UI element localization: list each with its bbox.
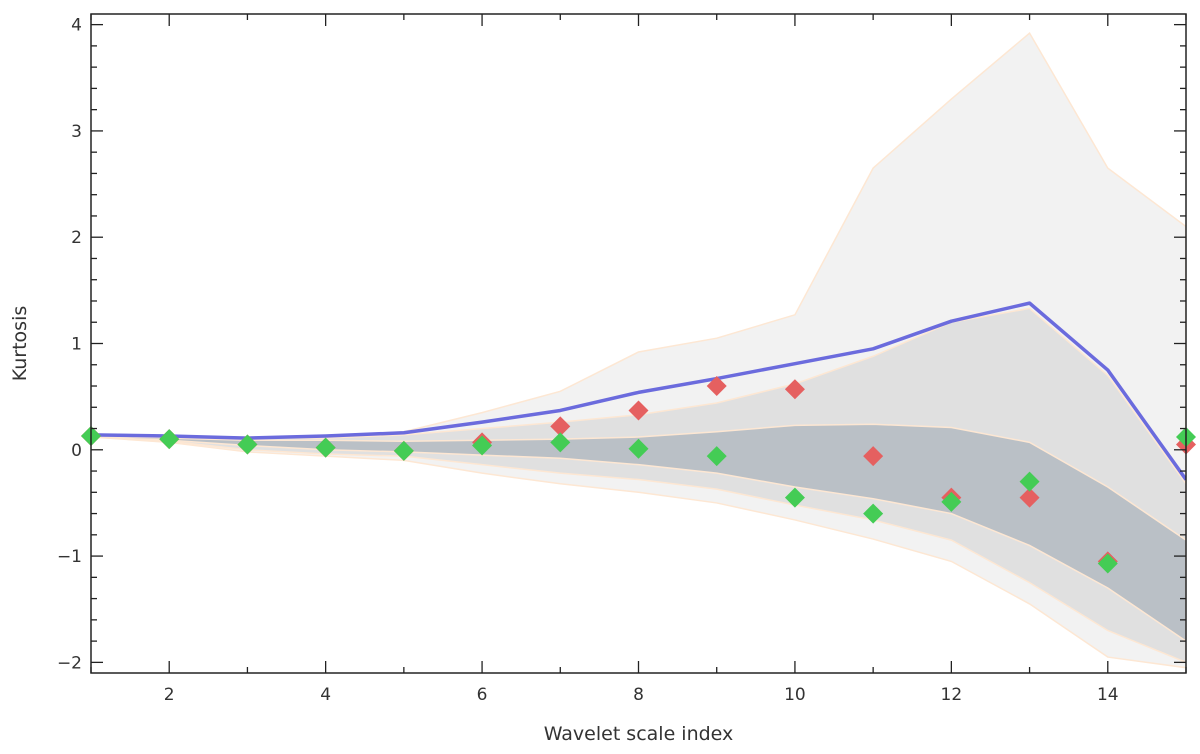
green-point-7	[550, 432, 571, 453]
y-tick-label--1: −1	[57, 547, 82, 567]
y-axis-title: Kurtosis	[9, 306, 31, 382]
red-point-11	[863, 446, 884, 467]
y-tick-label-1: 1	[71, 335, 82, 355]
x-tick-label-8: 8	[633, 685, 644, 705]
green-point-12	[941, 491, 962, 512]
x-tick-labels: 2 4 6 8 10 12 14	[164, 685, 1119, 705]
green-point-6	[472, 435, 493, 456]
x-tick-label-6: 6	[477, 685, 488, 705]
red-point-8	[628, 400, 649, 421]
green-point-5	[393, 440, 414, 461]
x-tick-label-4: 4	[320, 685, 331, 705]
axis-ticks	[90, 14, 1187, 673]
y-tick-label-2: 2	[71, 228, 82, 248]
x-tick-label-10: 10	[784, 685, 806, 705]
green-point-2	[159, 429, 180, 450]
green-point-13	[1019, 471, 1040, 492]
x-tick-label-2: 2	[164, 685, 175, 705]
green-point-9	[706, 446, 727, 467]
x-tick-label-14: 14	[1097, 685, 1119, 705]
y-tick-label-0: 0	[71, 441, 82, 461]
y-tick-label--2: −2	[57, 653, 82, 673]
data-points	[81, 376, 1196, 574]
red-point-13	[1019, 487, 1040, 508]
model-curve-line	[91, 301, 1186, 481]
y-tick-label-3: 3	[71, 122, 82, 142]
y-tick-labels: −2 −1 0 1 2 3 4	[57, 16, 82, 674]
red-point-10	[784, 379, 805, 400]
green-point-3	[237, 434, 258, 455]
green-point-4	[315, 437, 336, 458]
x-axis-title: Wavelet scale index	[544, 723, 734, 745]
x-tick-label-12: 12	[941, 685, 963, 705]
envelope-bands	[91, 31, 1186, 669]
green-point-10	[784, 487, 805, 508]
red-point-9	[706, 376, 727, 397]
green-point-11	[863, 503, 884, 524]
green-point-8	[628, 438, 649, 459]
green-point-14	[1097, 553, 1118, 574]
y-tick-label-4: 4	[71, 16, 82, 36]
model-lines	[91, 301, 1186, 481]
red-point-7	[550, 416, 571, 437]
